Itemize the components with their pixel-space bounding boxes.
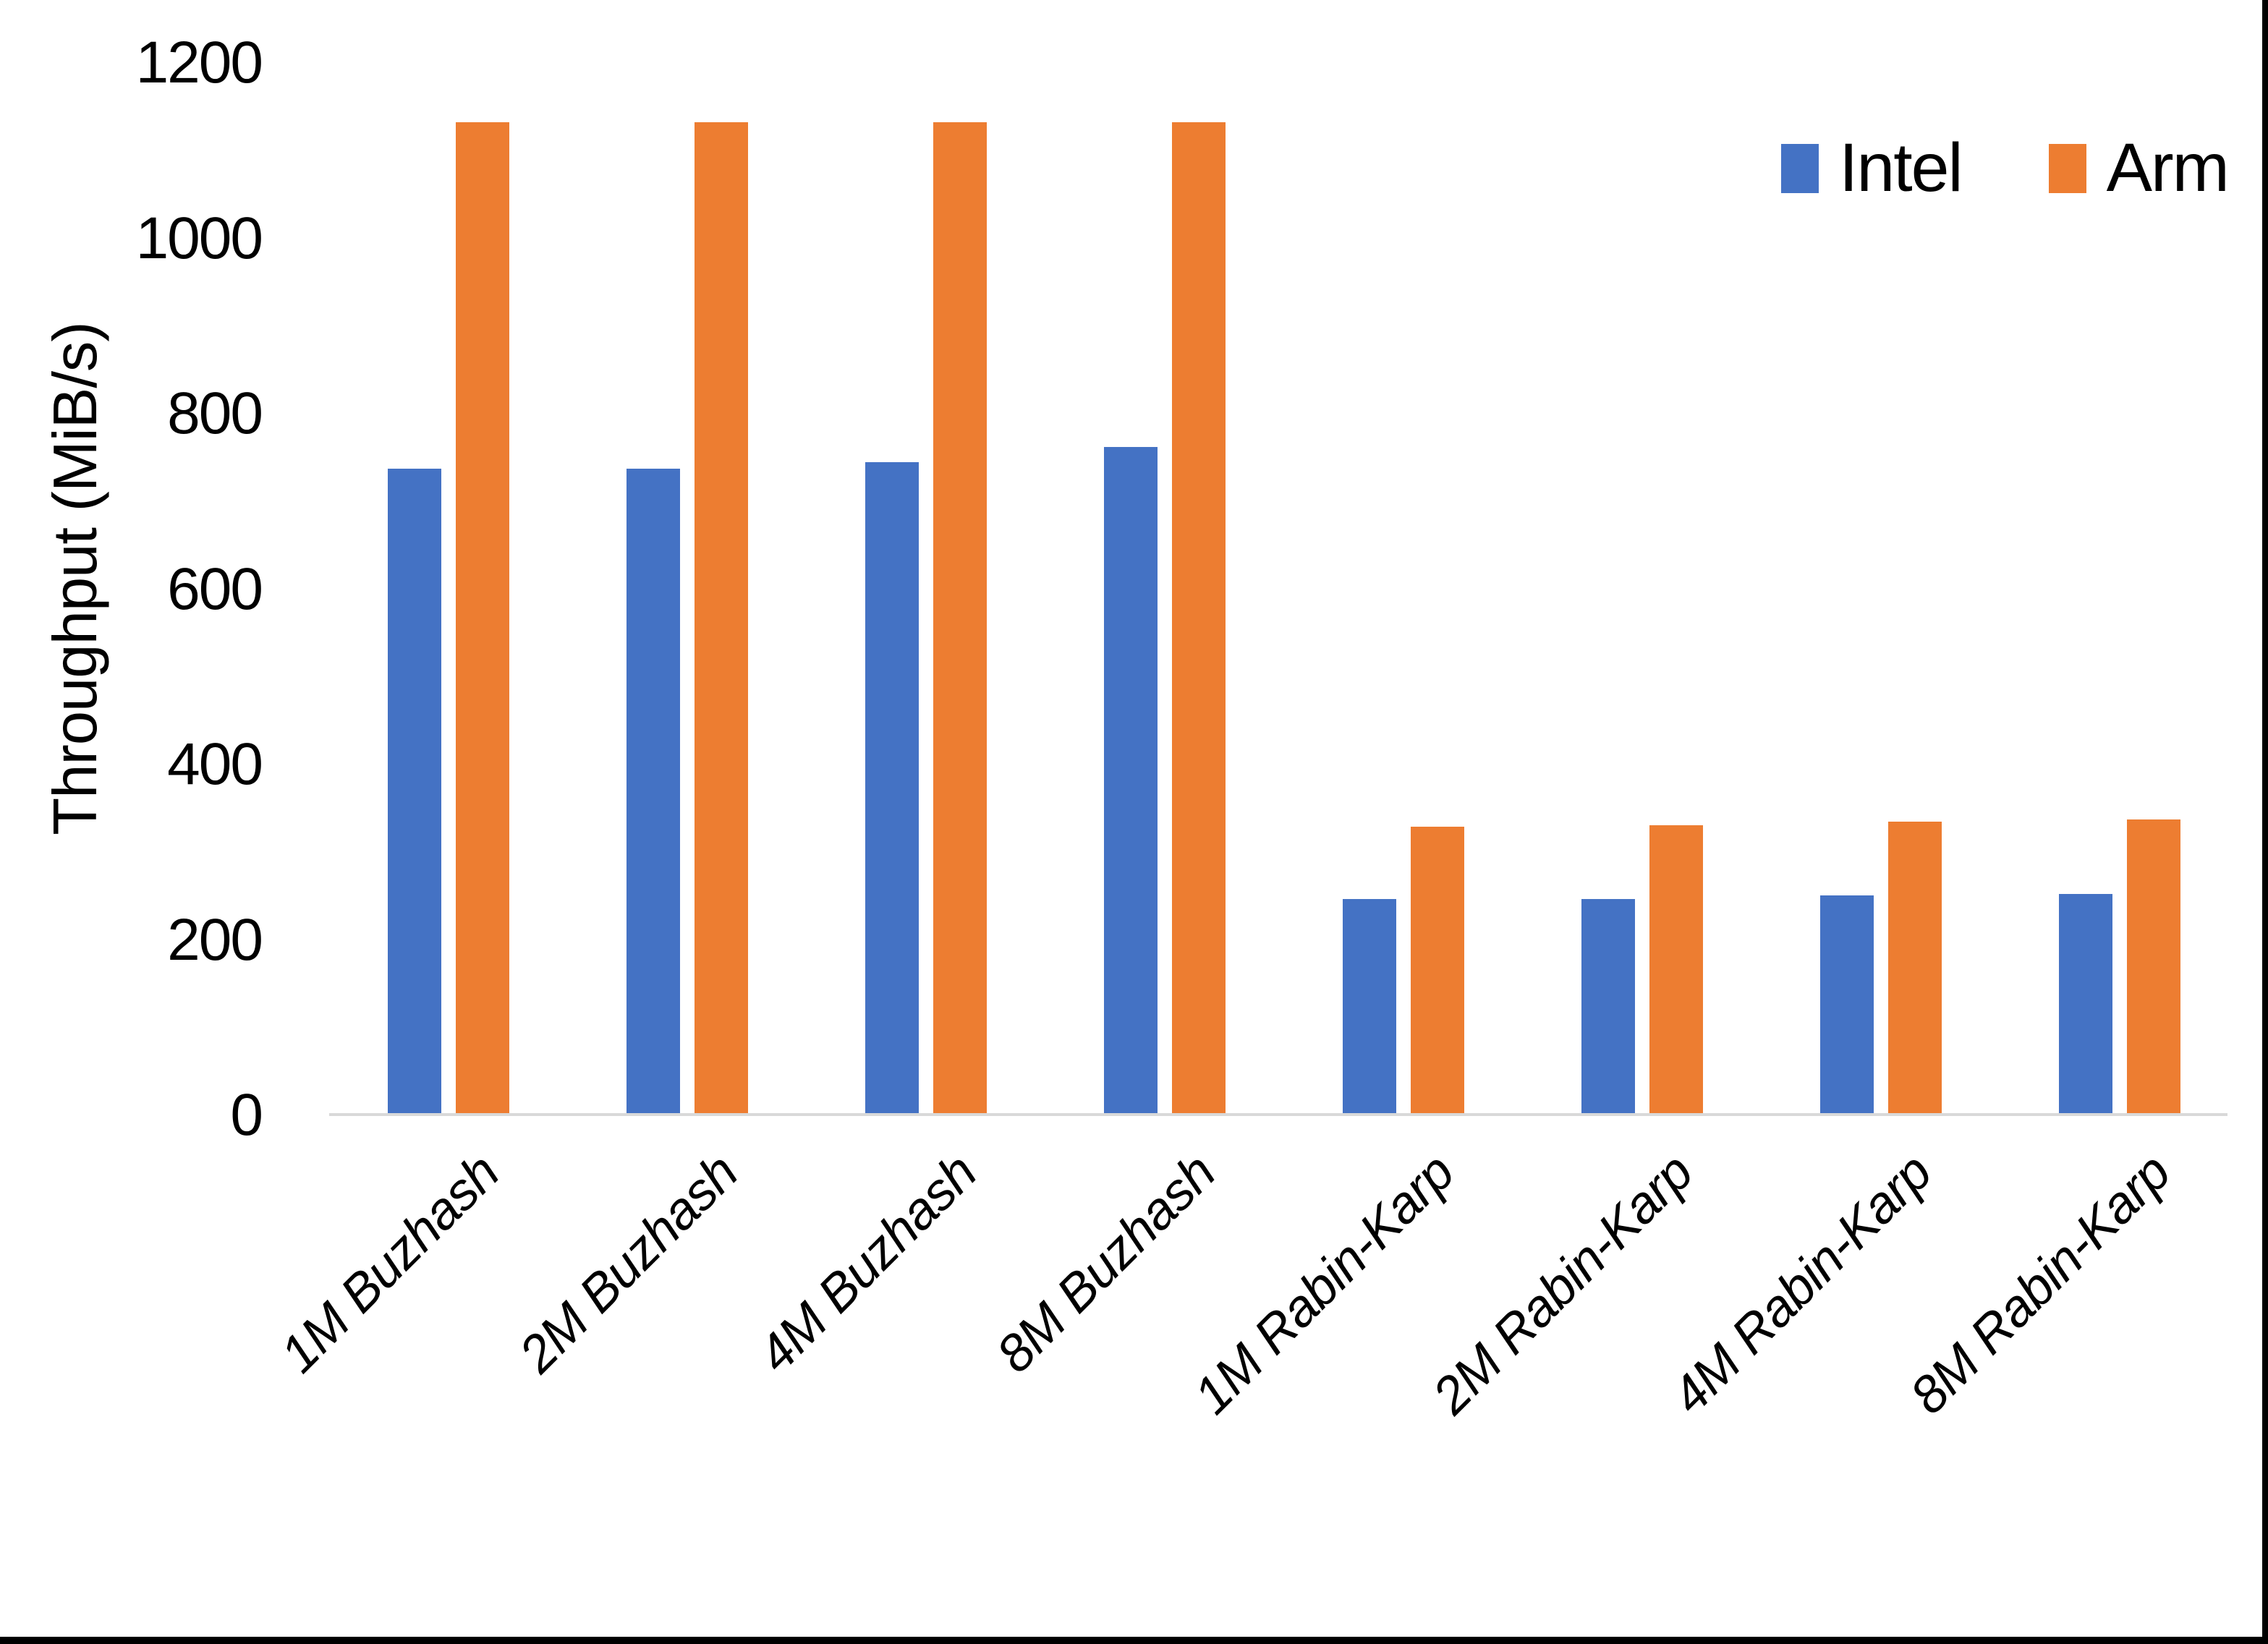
y-tick-label-200: 200 [167,906,263,973]
bar-group-1m-buzhash [329,63,568,1115]
y-tick-label-600: 600 [167,555,263,622]
bar-group-4m-buzhash [807,63,1045,1115]
bar-arm-1m-rabin-karp [1411,827,1464,1115]
bar-group-4m-rabin-karp [1762,63,2000,1115]
y-tick-label-1000: 1000 [135,205,263,271]
y-tick-label-0: 0 [230,1082,263,1148]
screenshot-bottom-border [0,1637,2268,1644]
bar-intel-4m-rabin-karp [1820,895,1874,1115]
y-tick-label-800: 800 [167,380,263,446]
y-tick-label-1200: 1200 [135,30,263,95]
bar-arm-4m-buzhash [933,122,987,1115]
legend-item-arm: Arm [2048,129,2230,206]
bar-group-1m-rabin-karp [1284,63,1523,1115]
bar-group-8m-rabin-karp [2000,63,2239,1115]
bar-arm-2m-rabin-karp [1649,825,1703,1115]
bar-group-2m-rabin-karp [1523,63,1762,1115]
bar-arm-2m-buzhash [695,122,748,1115]
bar-intel-4m-buzhash [865,461,919,1115]
legend-label-intel: Intel [1839,129,1963,206]
legend: Intel Arm [1781,129,2230,206]
bar-intel-1m-rabin-karp [1343,898,1396,1115]
bar-intel-2m-buzhash [627,469,680,1115]
x-axis-label-1m-buzhash: 1M Buzhash [269,1143,511,1384]
legend-label-arm: Arm [2106,129,2230,206]
bar-arm-8m-rabin-karp [2127,819,2180,1115]
bar-intel-2m-rabin-karp [1581,898,1635,1115]
arm-series-swatch-icon [2048,143,2086,193]
legend-item-intel: Intel [1781,129,1963,206]
screenshot-right-border [2262,0,2268,1644]
bar-arm-8m-buzhash [1172,122,1226,1115]
bar-group-8m-buzhash [1045,63,1284,1115]
bar-intel-8m-rabin-karp [2059,894,2112,1115]
y-tick-label-400: 400 [167,731,263,797]
bar-intel-8m-buzhash [1104,447,1158,1115]
bar-intel-1m-buzhash [388,469,441,1115]
bar-arm-4m-rabin-karp [1888,821,1942,1115]
plot-area [329,63,2239,1115]
intel-series-swatch-icon [1781,143,1819,193]
x-axis-line [329,1113,2227,1116]
bar-group-2m-buzhash [568,63,807,1115]
bar-arm-1m-buzhash [456,122,509,1115]
